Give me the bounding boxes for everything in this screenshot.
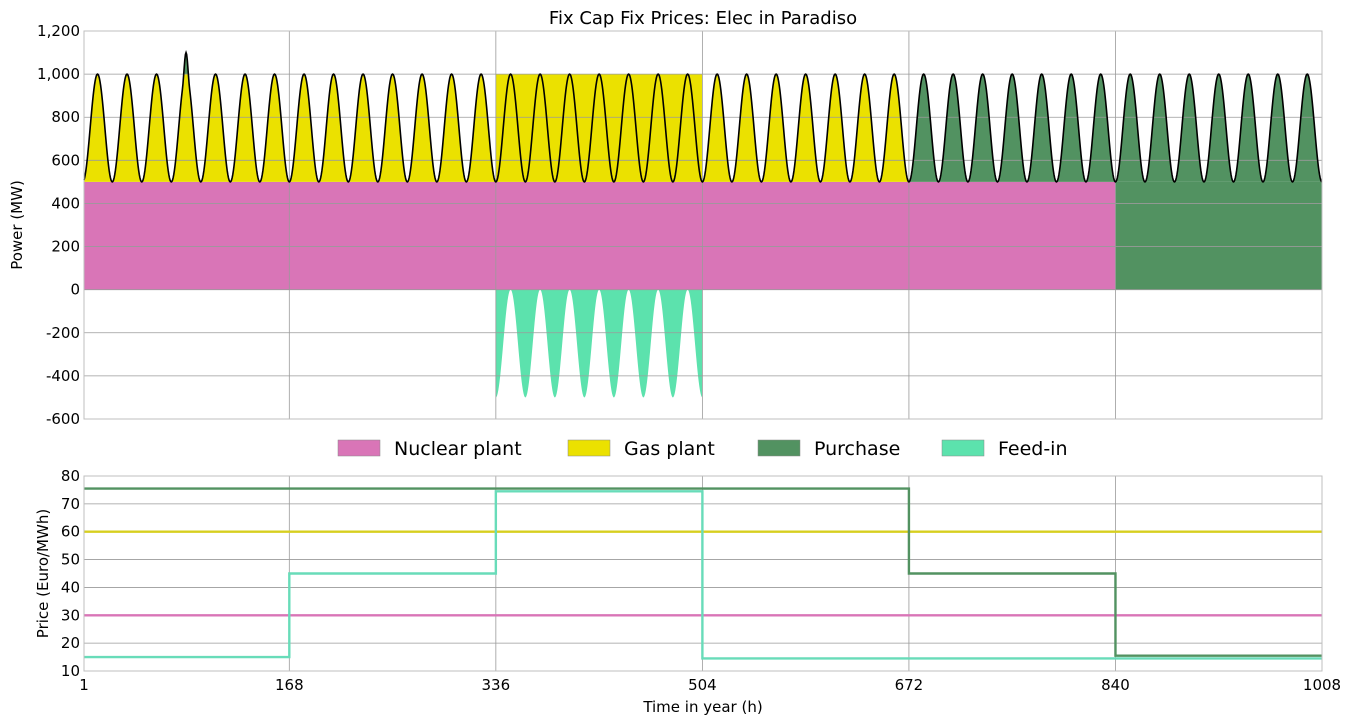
price-y-tick-label: 10: [61, 662, 80, 680]
price-y-axis-label: Price (Euro/MWh): [34, 509, 52, 638]
purchase-spike-area: [178, 52, 194, 75]
price-y-ticks: 10 20 30 40 50 60 70 80: [61, 467, 80, 680]
nuclear-area: [84, 181, 1116, 290]
gas-area-1: [84, 74, 496, 182]
power-y-axis-label: Power (MW): [8, 180, 26, 270]
price-y-tick-label: 30: [61, 606, 80, 624]
price-x-tick-label: 336: [482, 676, 511, 694]
price-x-tick-label: 672: [895, 676, 924, 694]
price-plot-frame: [83, 475, 1323, 672]
power-chart: -600 -400 -200 0 200 400 600 800 1,000 1,200 Fix …: [8, 8, 1323, 428]
power-areas: [84, 52, 1322, 398]
price-y-tick-label: 20: [61, 634, 80, 652]
price-y-tick-label: 70: [61, 495, 80, 513]
price-y-tick-label: 40: [61, 578, 80, 596]
power-y-ticks: -600 -400 -200 0 200 400 600 800 1,000 1,200: [37, 22, 80, 428]
legend-swatch: [941, 439, 985, 457]
legend-swatch: [337, 439, 381, 457]
power-chart-title: Fix Cap Fix Prices: Elec in Paradiso: [549, 8, 857, 29]
price-lines: [84, 487, 1322, 660]
power-y-tick-label: -400: [46, 367, 80, 385]
price-x-axis-label: Time in year (h): [642, 698, 762, 716]
price-x-tick-label: 504: [688, 676, 717, 694]
demand-line: [83, 49, 1323, 183]
price-x-tick-label: 1: [79, 676, 89, 694]
purchase-area: [908, 74, 1322, 182]
purchase-base-area: [1115, 181, 1322, 290]
power-y-tick-label: 600: [51, 151, 80, 169]
price-line-purchase: [84, 487, 1322, 657]
legend-swatch: [757, 439, 801, 457]
legend-label: Purchase: [814, 438, 900, 460]
price-line-feed-in: [84, 490, 1322, 660]
price-y-tick-label: 50: [61, 551, 80, 569]
legend: Nuclear plant Gas plant Purchase Feed-in: [337, 438, 1068, 460]
power-y-tick-label: -600: [46, 410, 80, 428]
feed-in-area: [495, 289, 703, 398]
power-y-tick-label: 1,200: [37, 22, 80, 40]
power-y-tick-label: -200: [46, 324, 80, 342]
gas-area-2: [495, 74, 703, 182]
power-y-tick-label: 1,000: [37, 65, 80, 83]
legend-label: Feed-in: [998, 438, 1068, 460]
price-x-tick-label: 1008: [1303, 676, 1341, 694]
price-x-ticks: 1 168 336 504 672 840 1008: [79, 676, 1341, 694]
price-x-tick-label: 168: [275, 676, 304, 694]
power-y-tick-label: 200: [51, 238, 80, 256]
price-y-tick-label: 60: [61, 523, 80, 541]
power-y-tick-label: 400: [51, 194, 80, 212]
power-plot-frame: [83, 30, 1323, 420]
price-chart: 10 20 30 40 50 60 70 80 1 168 336 504 672 840 1008 Pr…: [34, 467, 1341, 716]
legend-swatch: [567, 439, 611, 457]
price-x-tick-label: 840: [1101, 676, 1130, 694]
gas-area-3: [702, 74, 909, 182]
power-y-tick-label: 0: [70, 281, 80, 299]
legend-label: Gas plant: [624, 438, 715, 460]
power-y-tick-label: 800: [51, 108, 80, 126]
price-y-tick-label: 80: [61, 467, 80, 485]
legend-label: Nuclear plant: [394, 438, 522, 460]
